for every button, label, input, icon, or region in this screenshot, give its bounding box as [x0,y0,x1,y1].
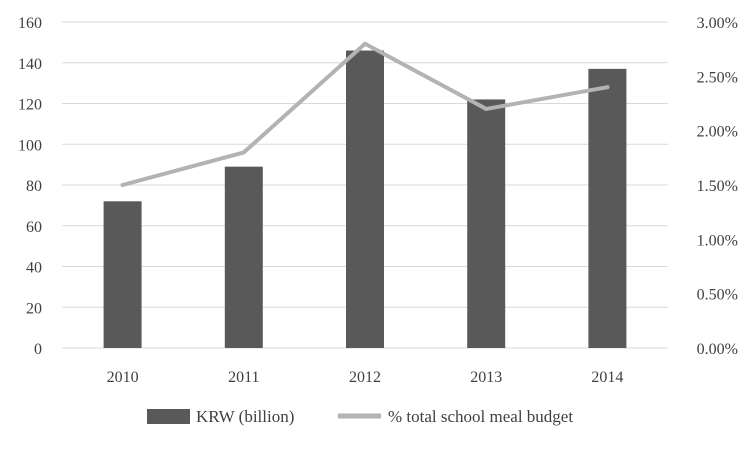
legend-label-bar: KRW (billion) [196,407,294,426]
y-left-tick-label: 140 [18,56,42,73]
y-left-tick-label: 160 [18,15,42,32]
line-point [241,150,246,155]
bar [346,50,384,349]
y-right-tick-label: 3.00% [697,15,738,32]
x-tick-label: 2012 [349,369,381,386]
y-right-tick-label: 2.50% [697,69,738,86]
y-right-tick-label: 0.00% [697,341,738,358]
y-left-tick-label: 40 [26,260,42,277]
y-left-tick-label: 100 [18,137,42,154]
bar-series [103,50,627,349]
line-point [120,183,125,187]
y-left-tick-label: 20 [26,300,42,317]
line-point [484,106,489,111]
x-tick-label: 2011 [228,369,259,386]
line-series [120,41,610,187]
y-right-tick-label: 1.50% [697,178,738,195]
y-left-tick-label: 80 [26,178,42,195]
legend-swatch-bar [147,409,190,424]
x-tick-label: 2014 [591,369,623,386]
x-axis: 2010 2011 2012 2013 2014 [107,369,624,386]
y-left-tick-label: 0 [34,341,42,358]
y-right-tick-label: 2.00% [697,124,738,141]
bar [224,166,263,348]
x-tick-label: 2013 [470,369,502,386]
right-axis: 0.00% 0.50% 1.00% 1.50% 2.00% 2.50% 3.00% [697,15,738,358]
bar [588,68,627,349]
legend: KRW (billion) % total school meal budget [147,407,573,426]
left-axis: 0 20 40 60 80 100 120 140 160 [18,15,42,358]
bar [103,201,142,348]
bar [467,99,506,348]
x-tick-label: 2010 [107,369,139,386]
y-right-tick-label: 0.50% [697,287,738,304]
y-left-tick-label: 120 [18,97,42,114]
line-point [605,85,610,90]
y-right-tick-label: 1.00% [697,232,738,249]
y-left-tick-label: 60 [26,219,42,236]
legend-label-line: % total school meal budget [388,407,573,426]
line-point [363,41,367,46]
